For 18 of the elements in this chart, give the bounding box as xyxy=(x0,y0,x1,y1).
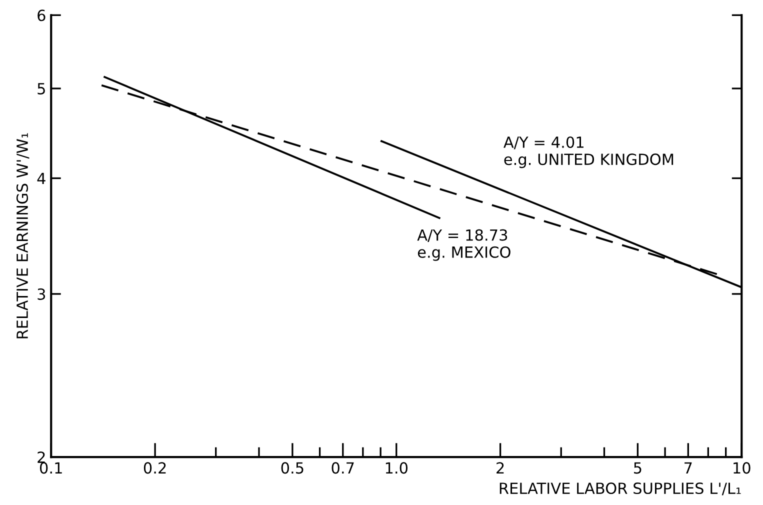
x-tick-label: 0.1 xyxy=(40,462,62,474)
x-axis-title: RELATIVE LABOR SUPPLIES L'/L₁ xyxy=(500,482,741,496)
x-tick-label: 1.0 xyxy=(386,462,408,474)
x-tick-label: 5 xyxy=(634,462,642,474)
x-tick-label: 2 xyxy=(496,462,504,474)
y-tick-label: 6 xyxy=(38,10,46,22)
annotation: A/Y = 4.01 e.g. UNITED KINGDOM xyxy=(504,136,674,168)
x-tick-label: 7 xyxy=(684,462,692,474)
annotation: A/Y = 18.73 e.g. MEXICO xyxy=(417,229,510,261)
y-tick-label: 4 xyxy=(37,172,46,184)
y-tick-label: 3 xyxy=(38,288,46,300)
y-tick-label: 2 xyxy=(38,451,45,463)
x-tick-label: 10 xyxy=(734,462,750,474)
x-tick-label: 0.2 xyxy=(144,462,166,474)
y-axis-title: RELATIVE EARNINGS W'/W₁ xyxy=(16,133,30,338)
x-tick-label: 0.5 xyxy=(281,462,304,474)
y-tick-label: 5 xyxy=(38,83,45,95)
x-tick-label: 0.7 xyxy=(332,462,354,474)
